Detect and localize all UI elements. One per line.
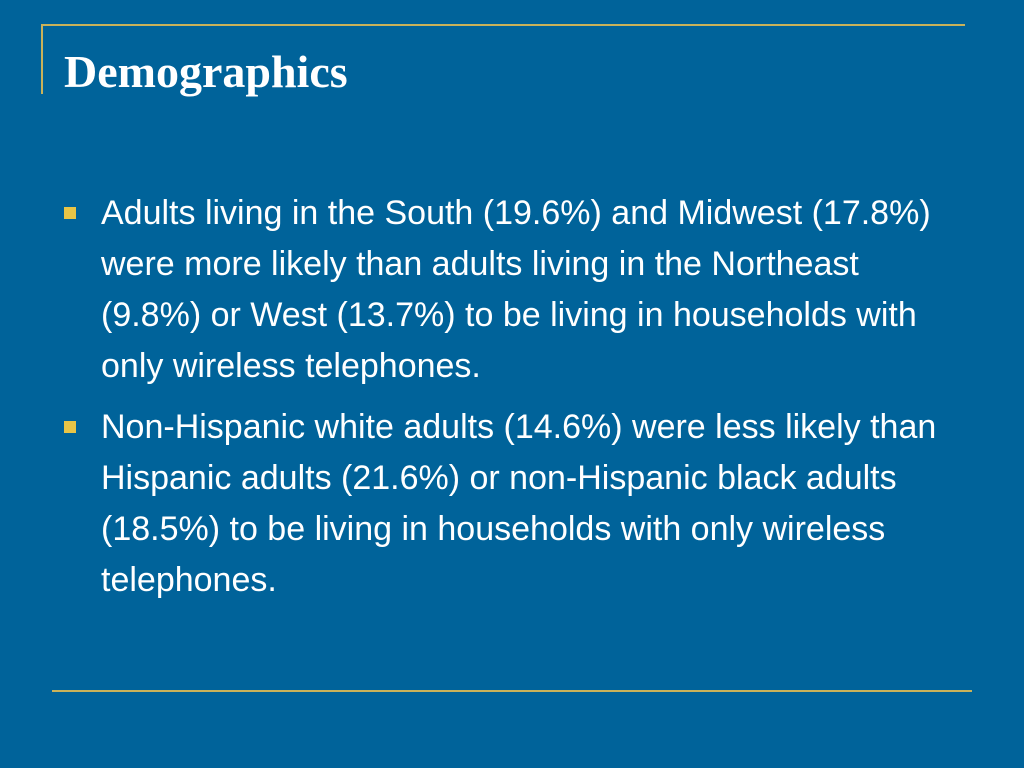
- slide-title: Demographics: [64, 46, 348, 97]
- title-vertical-rule: [41, 24, 43, 94]
- bullet-text: Non-Hispanic white adults (14.6%) were l…: [101, 408, 937, 599]
- bullet-item-ethnicity: Non-Hispanic white adults (14.6%) were l…: [64, 402, 964, 606]
- title-top-rule: [41, 24, 965, 26]
- square-bullet-icon: [64, 207, 76, 219]
- bullet-list: Adults living in the South (19.6%) and M…: [64, 188, 964, 616]
- bullet-item-regions: Adults living in the South (19.6%) and M…: [64, 188, 964, 392]
- bullet-text: Adults living in the South (19.6%) and M…: [101, 194, 931, 385]
- square-bullet-icon: [64, 421, 76, 433]
- footer-rule: [52, 690, 972, 692]
